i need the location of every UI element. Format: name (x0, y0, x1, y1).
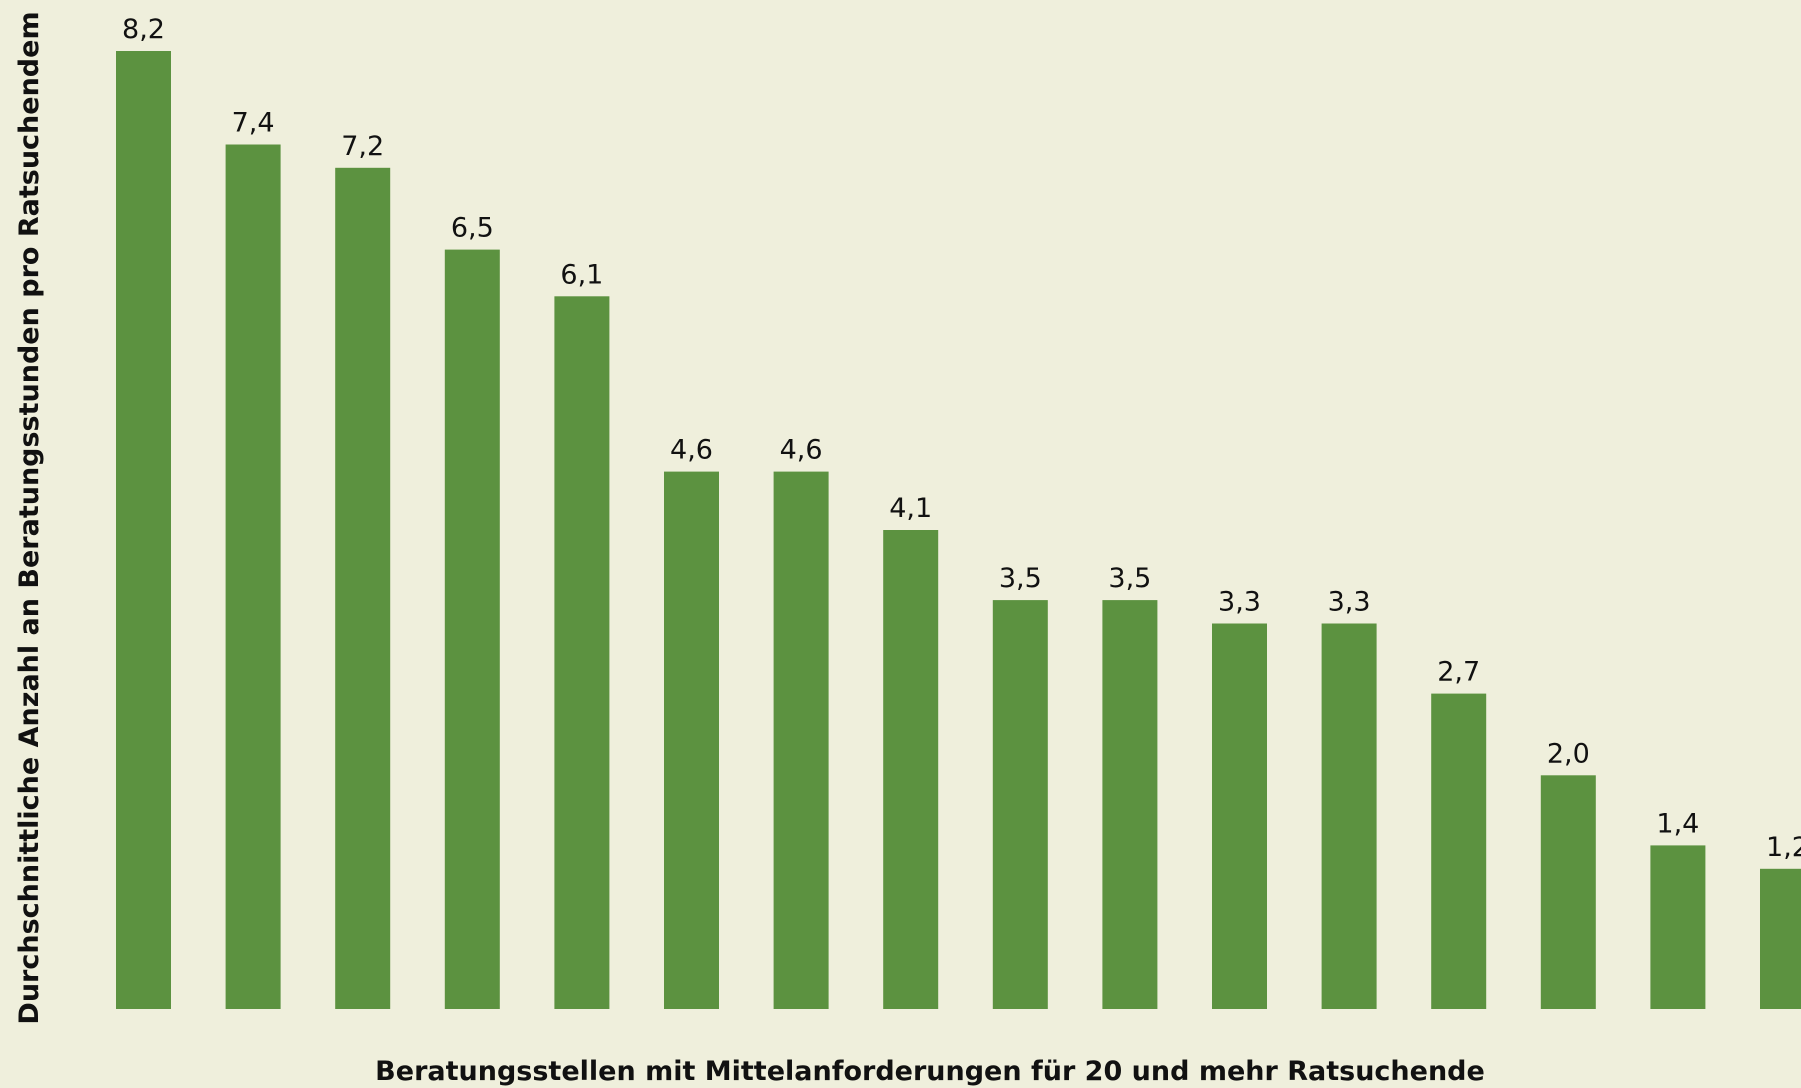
bar-value-label: 4,1 (889, 493, 932, 524)
bar-value-label: 8,2 (122, 14, 165, 45)
bar-value-label: 3,3 (1218, 587, 1261, 618)
bar-value-label: 1,4 (1656, 808, 1699, 839)
bar-value-label: 3,5 (999, 563, 1042, 594)
bars-group (116, 51, 1801, 1010)
bar (1650, 845, 1706, 1009)
bar (335, 167, 391, 1010)
bar-value-label: 6,1 (560, 259, 603, 290)
bar (1102, 600, 1158, 1009)
value-labels-group: 8,2 7,4 7,2 6,5 6,1 4,6 4,6 4,1 3,5 3,5 3,3 3,3 2,7 2… (122, 14, 1801, 863)
bar-value-label: 3,5 (1108, 563, 1151, 594)
bar (664, 471, 719, 1010)
bar (883, 530, 939, 1009)
bar-value-label: 4,6 (670, 435, 713, 466)
bar-value-label: 1,2 (1766, 832, 1801, 863)
bar-value-label: 3,3 (1328, 587, 1371, 618)
bar-value-label: 2,0 (1547, 738, 1590, 769)
bar (554, 296, 610, 1009)
bar (1540, 775, 1596, 1009)
bar (225, 144, 281, 1009)
bar (1321, 623, 1377, 1009)
x-axis-label: Beratungsstellen mit Mittelanforderungen… (375, 1056, 1485, 1087)
bar-value-label: 6,5 (451, 213, 494, 244)
bar (1212, 623, 1267, 1009)
bar-value-label: 2,7 (1437, 657, 1480, 688)
bar (992, 600, 1048, 1009)
bar (116, 51, 171, 1009)
bar (773, 471, 829, 1010)
bar (1431, 693, 1487, 1009)
bar (444, 249, 500, 1010)
y-axis-label: Durchschnittliche Anzahl an Beratungsstu… (14, 11, 45, 1024)
bar (1760, 868, 1801, 1009)
bar-value-label: 7,4 (232, 108, 275, 139)
bar-value-label: 4,6 (780, 435, 823, 466)
bar-value-label: 7,2 (341, 131, 384, 162)
